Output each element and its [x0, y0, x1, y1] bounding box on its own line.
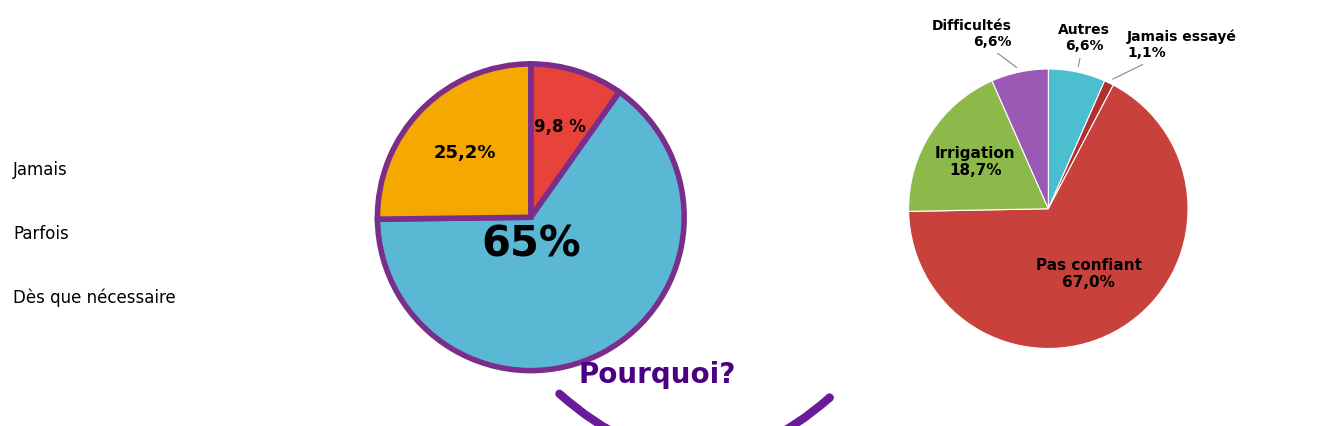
Wedge shape [1048, 81, 1113, 209]
Text: Irrigation
18,7%: Irrigation 18,7% [936, 146, 1015, 178]
FancyArrowPatch shape [560, 394, 829, 426]
Wedge shape [993, 69, 1048, 209]
Text: Jamais: Jamais [13, 161, 68, 179]
Wedge shape [1048, 69, 1104, 209]
Text: Parfois: Parfois [13, 225, 69, 243]
Wedge shape [531, 64, 620, 217]
Text: 9,8 %: 9,8 % [533, 118, 585, 135]
Text: Difficultés
6,6%: Difficultés 6,6% [932, 19, 1016, 68]
Text: Pas confiant
67,0%: Pas confiant 67,0% [1035, 258, 1141, 291]
Text: Pourquoi?: Pourquoi? [579, 361, 735, 389]
Wedge shape [909, 85, 1188, 348]
Wedge shape [377, 64, 531, 219]
Text: 25,2%: 25,2% [434, 144, 496, 161]
Text: Dès que nécessaire: Dès que nécessaire [13, 289, 176, 308]
Text: Jamais essayé
1,1%: Jamais essayé 1,1% [1113, 30, 1237, 79]
Text: 65%: 65% [480, 224, 581, 266]
Text: Autres
6,6%: Autres 6,6% [1059, 23, 1111, 66]
Wedge shape [377, 92, 685, 371]
Wedge shape [909, 81, 1048, 211]
